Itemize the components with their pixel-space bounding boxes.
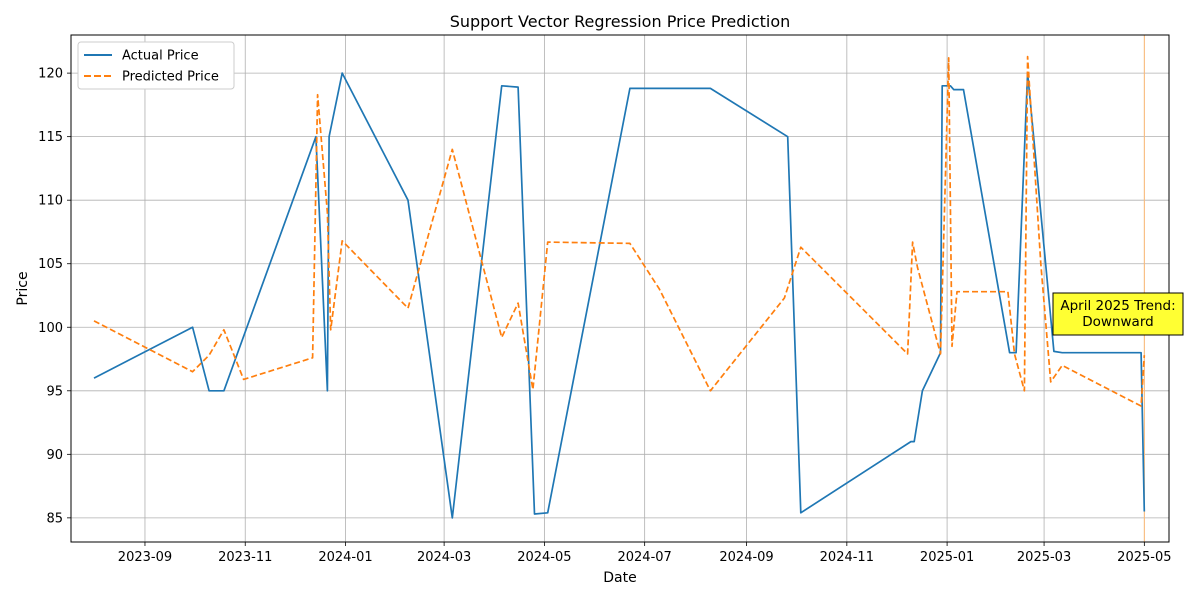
y-tick-label: 105 — [38, 257, 63, 272]
y-axis-label: Price — [15, 271, 31, 305]
y-tick-label: 115 — [38, 130, 63, 145]
chart-title: Support Vector Regression Price Predicti… — [450, 12, 791, 31]
x-tick-label: 2023-09 — [118, 550, 172, 565]
y-tick-label: 85 — [46, 511, 63, 526]
x-tick-label: 2024-05 — [517, 550, 571, 565]
annotation-line-1: April 2025 Trend: — [1060, 298, 1175, 314]
y-tick-label: 100 — [38, 321, 63, 336]
legend: Actual Price Predicted Price — [77, 41, 235, 90]
x-tick-label: 2024-09 — [719, 550, 773, 565]
x-tick-label: 2025-01 — [920, 550, 974, 565]
trend-annotation: April 2025 Trend: Downward — [1052, 292, 1184, 336]
plot-area-frame — [70, 34, 1170, 543]
x-tick-label: 2024-07 — [617, 550, 671, 565]
y-tick-label: 110 — [38, 194, 63, 209]
annotation-box — [1052, 292, 1184, 336]
x-axis-label: Date — [603, 570, 636, 586]
series-line-actual-price — [93, 72, 1146, 519]
x-tick-label: 2023-11 — [218, 550, 272, 565]
axis-ticks: 2023-09 2023-11 2024-01 2024-03 2024-05 2024-… — [38, 67, 1171, 565]
y-tick-label: 90 — [46, 448, 63, 463]
x-tick-label: 2024-03 — [417, 550, 471, 565]
legend-label-predicted-price: Predicted Price — [122, 70, 219, 85]
series-line-predicted-price — [93, 55, 1146, 407]
series-layer — [93, 55, 1146, 519]
x-tick-label: 2025-03 — [1017, 550, 1071, 565]
x-tick-label: 2025-05 — [1117, 550, 1171, 565]
legend-label-actual-price: Actual Price — [122, 49, 199, 64]
x-tick-label: 2024-11 — [820, 550, 874, 565]
annotation-line-2: Downward — [1082, 314, 1153, 330]
y-tick-label: 120 — [38, 67, 63, 82]
legend-box — [77, 41, 235, 90]
y-tick-label: 95 — [46, 384, 63, 399]
x-tick-label: 2024-01 — [318, 550, 372, 565]
